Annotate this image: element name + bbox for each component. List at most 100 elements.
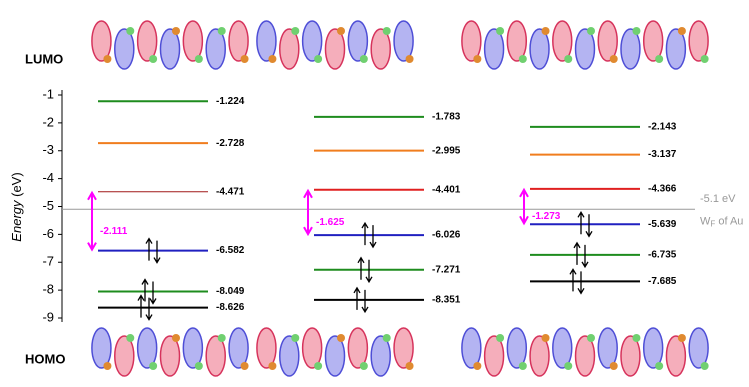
level-label: -7.271 (432, 264, 461, 275)
orbital-lobe (553, 328, 572, 368)
atom (655, 362, 663, 370)
orbital-lobe (394, 21, 413, 61)
gap-label: -1.273 (532, 211, 561, 222)
orbital-lobe (689, 21, 708, 61)
orbital-lobe (183, 21, 202, 61)
atom (268, 55, 276, 63)
atom (473, 362, 481, 370)
orbital-lobe (394, 328, 413, 368)
y-tick-label: -7 (42, 254, 54, 269)
y-axis-label-text: Energy (9, 199, 24, 242)
orbital-lobe (598, 21, 617, 61)
atom (195, 55, 203, 63)
level-label: -7.685 (648, 276, 677, 287)
electron-up (146, 239, 152, 261)
orbital-lobe (229, 21, 248, 61)
atom (406, 55, 414, 63)
level-label: -5.639 (648, 219, 677, 230)
atom (406, 362, 414, 370)
level-label: -8.626 (216, 302, 245, 313)
orbital-lobe (160, 336, 179, 376)
atom (218, 334, 226, 342)
level-label: -4.401 (432, 184, 461, 195)
atom (632, 334, 640, 342)
y-axis-label-unit: (eV) (9, 172, 24, 197)
level-label: -2.143 (648, 122, 677, 133)
orbital-lobe (666, 29, 685, 69)
y-tick-label: -4 (42, 170, 54, 185)
atom (126, 27, 134, 35)
level-label: -6.026 (432, 230, 461, 241)
atom (126, 334, 134, 342)
atom (383, 334, 391, 342)
gap-arrow (520, 190, 528, 223)
atom (678, 27, 686, 35)
atom (678, 334, 686, 342)
atom (103, 362, 111, 370)
orbital-lobe (92, 328, 111, 368)
orbital-lobe (462, 328, 481, 368)
orbital-lobe (576, 336, 595, 376)
orbital-lobe (325, 336, 344, 376)
atom (383, 27, 391, 35)
orbital-lobe (666, 336, 685, 376)
level-label: -8.351 (432, 295, 461, 306)
atom (149, 55, 157, 63)
orbital-lobe (553, 21, 572, 61)
y-tick-label: -6 (42, 226, 54, 241)
reference-note: WF of Au (700, 215, 743, 228)
atom (241, 362, 249, 370)
chart: LUMO HOMO Energy (eV) -1-2-3-4-5-6-7-8-9… (0, 0, 749, 387)
reference-note-part: W (700, 215, 711, 227)
orbital-lobe (689, 328, 708, 368)
atom (218, 27, 226, 35)
atom (314, 55, 322, 63)
orbital-lobe (621, 336, 640, 376)
orbital-lobe (280, 29, 299, 69)
orbital-lobe (303, 328, 322, 368)
gap-arrow (88, 193, 96, 250)
atom (564, 362, 572, 370)
orbital-lobe (325, 29, 344, 69)
orbital-lobe (644, 328, 663, 368)
orbital-lobe (530, 29, 549, 69)
atom (268, 362, 276, 370)
y-tick-label: -2 (42, 114, 54, 129)
level-label: -4.366 (648, 183, 677, 194)
orbital-lobe (138, 21, 157, 61)
atom (587, 334, 595, 342)
orbital-lobe (206, 336, 225, 376)
orbital-lobe (621, 29, 640, 69)
y-tick-label: -8 (42, 282, 54, 297)
atom (610, 362, 618, 370)
atom (291, 334, 299, 342)
homo-label: HOMO (25, 351, 65, 366)
y-tick-label: -1 (42, 86, 54, 101)
orbital-lobe (280, 336, 299, 376)
gap-arrow (304, 191, 312, 234)
orbital-lobe (229, 328, 248, 368)
atom (149, 362, 157, 370)
orbital-lobe (462, 21, 481, 61)
atom (360, 55, 368, 63)
level-label: -4.471 (216, 186, 245, 197)
atom (103, 55, 111, 63)
orbital-lobe (115, 336, 134, 376)
gap-label: -2.111 (100, 226, 128, 237)
atom (542, 27, 550, 35)
orbital-lobe (160, 29, 179, 69)
level-label: -6.735 (648, 250, 677, 261)
atom (172, 27, 180, 35)
gap-label: -1.625 (316, 217, 345, 228)
orbital-lobe (348, 328, 367, 368)
atom (291, 27, 299, 35)
level-label: -3.137 (648, 149, 677, 160)
y-tick-label: -3 (42, 142, 54, 157)
y-axis-label: Energy (eV) (9, 172, 24, 241)
lumo-label: LUMO (25, 51, 63, 66)
atom (337, 334, 345, 342)
atom (337, 27, 345, 35)
orbital-lobe (138, 328, 157, 368)
reference-label: -5.1 eV (700, 193, 736, 205)
orbital-lobe (257, 21, 276, 61)
